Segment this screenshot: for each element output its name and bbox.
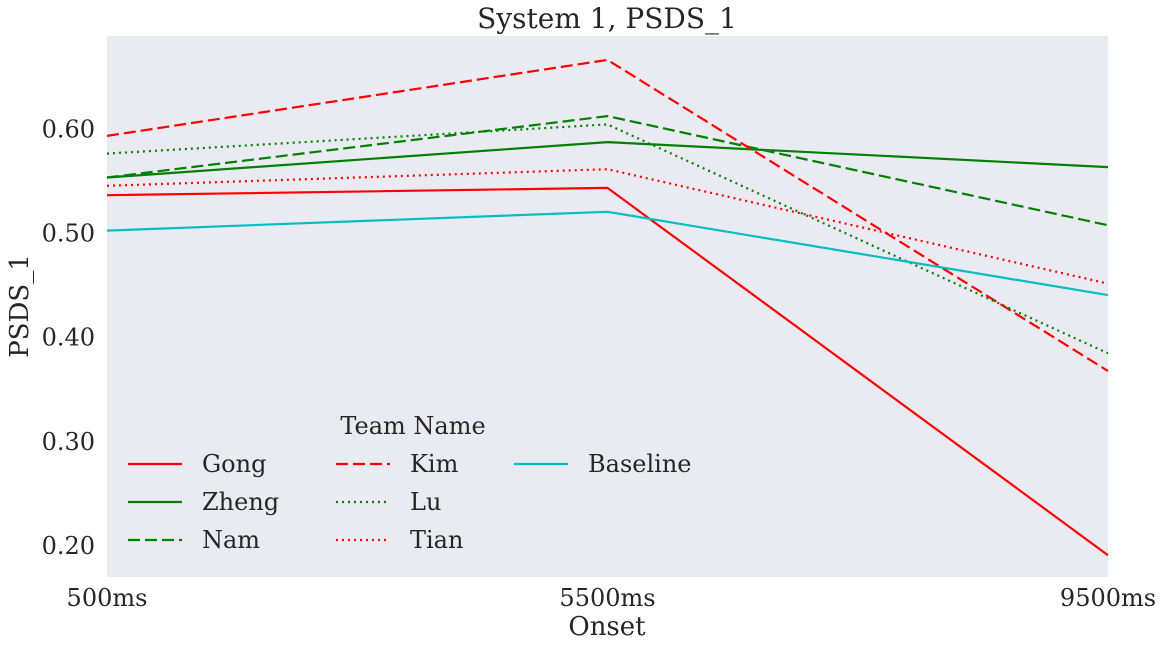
x-tick-label: 5500ms: [559, 584, 655, 612]
legend-title: Team Name: [340, 412, 485, 440]
legend-label-nam: Nam: [202, 526, 260, 554]
y-axis-label: PSDS_1: [5, 254, 35, 358]
legend-label-baseline: Baseline: [588, 450, 691, 478]
y-tick-label: 0.60: [42, 116, 95, 144]
series-line-baseline: [106, 210, 1109, 297]
y-ticks: 0.20 0.30 0.40 0.50 0.60: [42, 116, 95, 560]
y-tick-label: 0.40: [42, 324, 95, 352]
y-tick-label: 0.20: [42, 532, 95, 560]
plot-area: [107, 36, 1108, 577]
legend-label-tian: Tian: [410, 526, 463, 554]
series-line-zheng: [106, 141, 1109, 179]
x-ticks: 500ms 5500ms 9500ms: [67, 584, 1157, 612]
series-layer: [106, 58, 1109, 557]
legend-label-lu: Lu: [410, 488, 441, 516]
legend: Team Name Gong Zheng Nam Kim Lu Tian Baseline: [128, 412, 691, 554]
series-line-nam: [106, 114, 1109, 227]
x-tick-label: 9500ms: [1060, 584, 1156, 612]
legend-label-zheng: Zheng: [202, 488, 279, 516]
x-axis-label: Onset: [568, 612, 646, 642]
series-line-gong: [106, 186, 1109, 557]
y-tick-label: 0.30: [42, 428, 95, 456]
y-tick-label: 0.50: [42, 220, 95, 248]
chart-title: System 1, PSDS_1: [477, 2, 737, 35]
legend-label-gong: Gong: [202, 450, 266, 478]
legend-label-kim: Kim: [410, 450, 459, 478]
x-tick-label: 500ms: [67, 584, 148, 612]
